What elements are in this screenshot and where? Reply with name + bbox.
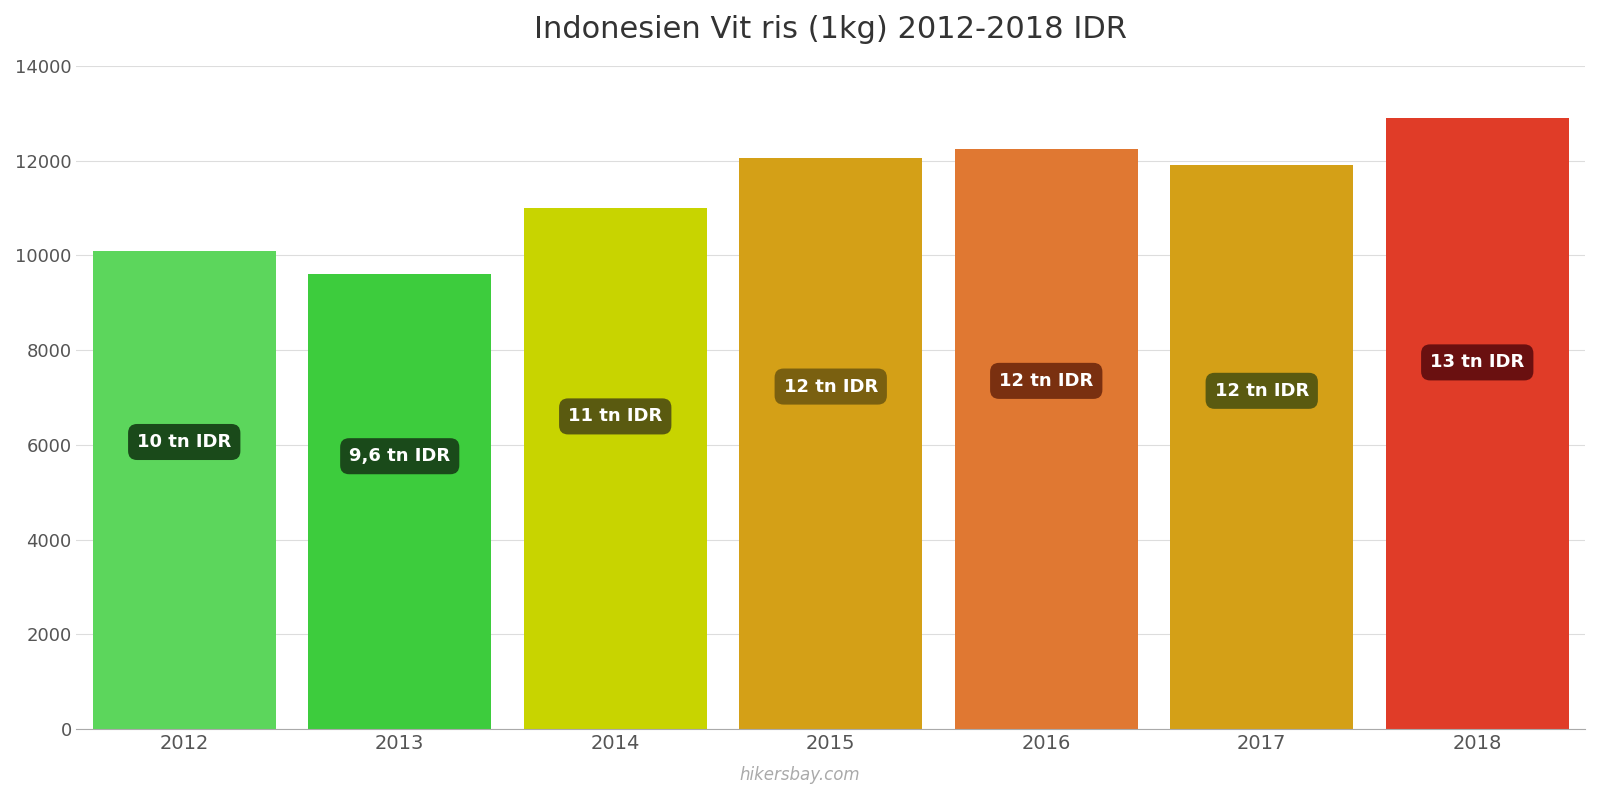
Text: 9,6 tn IDR: 9,6 tn IDR (349, 447, 450, 466)
Text: 12 tn IDR: 12 tn IDR (784, 378, 878, 395)
Bar (309, 274, 491, 729)
Text: hikersbay.com: hikersbay.com (739, 766, 861, 784)
Text: 12 tn IDR: 12 tn IDR (1214, 382, 1309, 400)
Text: 13 tn IDR: 13 tn IDR (1430, 354, 1525, 371)
Bar (93, 250, 275, 729)
Text: 10 tn IDR: 10 tn IDR (138, 433, 232, 451)
Title: Indonesien Vit ris (1kg) 2012-2018 IDR: Indonesien Vit ris (1kg) 2012-2018 IDR (534, 15, 1128, 44)
Bar (739, 158, 922, 729)
Bar (1386, 118, 1570, 729)
Bar (955, 149, 1138, 729)
Bar (1170, 166, 1354, 729)
Bar (523, 208, 707, 729)
Text: 11 tn IDR: 11 tn IDR (568, 407, 662, 426)
Text: 12 tn IDR: 12 tn IDR (998, 372, 1093, 390)
